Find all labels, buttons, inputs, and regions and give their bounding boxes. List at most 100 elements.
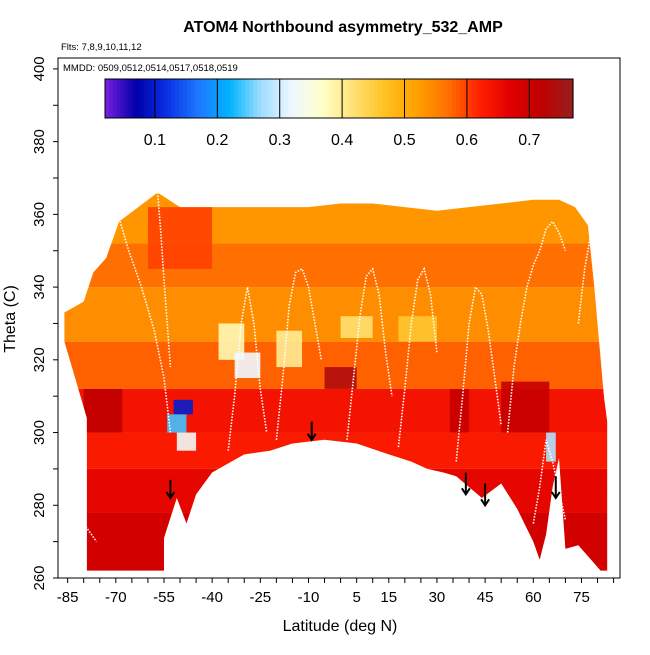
field-patch [398, 316, 437, 342]
field-patch [64, 461, 84, 477]
colorbar-cell [479, 79, 484, 118]
colorbar-cell [498, 79, 504, 118]
colorbar-cell [206, 79, 211, 118]
x-tick-label: 30 [429, 589, 446, 606]
field-patch [147, 207, 213, 269]
colorbar-cell [389, 79, 395, 118]
colorbar-cell [420, 79, 426, 118]
colorbar-cell [444, 79, 449, 118]
colorbar-cell [537, 79, 543, 118]
colorbar-cell [491, 79, 496, 118]
colorbar-cell [214, 79, 219, 118]
flight-track [455, 285, 502, 462]
colorbar-cell [124, 79, 129, 118]
colorbar-cell [393, 79, 399, 118]
x-tick-label: 75 [573, 589, 590, 606]
x-tick-label: -70 [105, 589, 127, 606]
colorbar-cell [506, 79, 512, 118]
colorbar-cell [467, 79, 473, 118]
colorbar-cell [264, 79, 270, 118]
tropopause-arrow [480, 483, 490, 508]
colorbar-cell [171, 79, 176, 118]
colorbar-cell [105, 79, 110, 118]
field-patch [173, 399, 193, 415]
colorbar-cell [319, 79, 324, 118]
colorbar-cell [183, 79, 188, 118]
x-tick-label: 60 [525, 589, 542, 606]
field-band [64, 512, 608, 571]
flight-track [577, 232, 605, 342]
colorbar-cell [374, 79, 379, 118]
y-tick-label: 340 [31, 275, 48, 300]
field-band [64, 243, 608, 288]
colorbar-tick-label: 0.3 [269, 132, 291, 149]
field-patch [340, 316, 373, 338]
colorbar-cell [132, 79, 137, 118]
colorbar-cell [229, 79, 235, 118]
field-band [64, 468, 608, 513]
x-tick-label: -10 [298, 589, 320, 606]
colorbar-cell [116, 79, 122, 118]
colorbar-cell [366, 79, 371, 118]
colorbar-cell [378, 79, 383, 118]
colorbar-cell [311, 79, 317, 118]
colorbar-cell [272, 79, 278, 118]
x-tick-label: 15 [380, 589, 397, 606]
colorbar-cell [417, 79, 422, 118]
field-patch [546, 432, 556, 462]
x-tick-label: 5 [352, 589, 360, 606]
field-patch [276, 330, 303, 368]
colorbar-cell [222, 79, 227, 118]
flight-track [532, 439, 567, 524]
colorbar-cell [147, 79, 153, 118]
colorbar-cell [163, 79, 168, 118]
colorbar-cell [569, 79, 574, 118]
colorbar-cell [225, 79, 231, 118]
x-tick-label: -55 [153, 589, 175, 606]
colorbar-cell [471, 79, 477, 118]
tropopause-arrows [165, 421, 561, 508]
colorbar-cell [440, 79, 445, 118]
arrow-head [165, 491, 176, 500]
colorbar-cell [549, 79, 555, 118]
colorbar-cell [284, 79, 289, 118]
y-tick-label: 260 [31, 565, 48, 590]
colorbar-cell [175, 79, 180, 118]
colorbar-cell [303, 79, 309, 118]
colorbar-cell [459, 79, 465, 118]
colorbar-cell [202, 79, 207, 118]
x-axis-label: Latitude (deg N) [283, 618, 398, 635]
y-tick-label: 400 [31, 56, 48, 81]
field-layers [64, 192, 608, 571]
colorbar-cell [557, 79, 562, 118]
colorbar-cell [237, 79, 243, 118]
colorbar-cell [522, 79, 527, 118]
colorbar-cell [401, 79, 406, 118]
colorbar-cell [280, 79, 285, 118]
flight-track [227, 286, 268, 451]
colorbar-cell [545, 79, 551, 118]
colorbar-cell [541, 79, 547, 118]
colorbar-cell [253, 79, 258, 118]
tropopause-arrow [306, 421, 317, 442]
arrow-head [480, 498, 490, 508]
colorbar-cell [249, 79, 254, 118]
colorbar-cell [448, 79, 453, 118]
colorbar-cell [370, 79, 375, 118]
field-patch [324, 367, 357, 389]
colorbar-cell [413, 79, 418, 118]
arrow-head [306, 433, 317, 442]
arrow-head [550, 491, 561, 500]
colorbar: 0.1 0.2 0.3 0.4 0.5 0.6 0.7 [104, 78, 574, 149]
heatmap-field [64, 192, 608, 571]
colorbar-cell [342, 79, 348, 118]
colorbar-cell [397, 79, 402, 118]
colorbar-cell [315, 79, 321, 118]
colorbar-cell [561, 79, 566, 118]
flight-track [63, 486, 98, 543]
field-patch [83, 388, 123, 433]
colorbar-cell [167, 79, 172, 118]
colorbar-tick-label: 0.6 [456, 132, 478, 149]
plot-frame [57, 57, 621, 579]
colorbar-cell [151, 79, 157, 118]
